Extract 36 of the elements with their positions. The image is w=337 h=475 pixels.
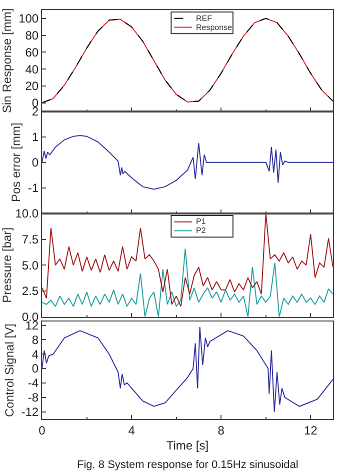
y-tick-label: 2.5 — [22, 284, 39, 298]
y-tick-label: 0 — [32, 362, 39, 376]
y-axis-title: Pos error [mm] — [9, 122, 24, 202]
y-tick-label: 4 — [32, 347, 39, 362]
x-tick-label: 4 — [128, 423, 136, 438]
y-tick-label: 0 — [32, 156, 39, 170]
y-tick-label: 60 — [25, 45, 39, 60]
y-tick-label: 5.0 — [22, 258, 39, 272]
line-series — [42, 248, 333, 317]
legend-label: P1 — [196, 217, 206, 226]
legend-label: P2 — [196, 226, 206, 235]
legend-label: Response — [196, 23, 233, 32]
y-tick-label: -4 — [28, 376, 39, 390]
caption: Fig. 8 System response for 0.15Hz sinusoidal — [77, 459, 298, 471]
line-series — [42, 18, 333, 104]
y-axis-title: Pressure [bar] — [0, 227, 14, 303]
y-tick-label: 10.0 — [15, 206, 39, 221]
y-tick-label: 80 — [25, 28, 39, 43]
line-series — [42, 135, 333, 190]
y-axis-title: Sin Response [mm] — [0, 8, 14, 113]
y-tick-label: -1 — [28, 181, 39, 196]
y-tick-label: 20 — [25, 79, 39, 94]
y-tick-label: 7.5 — [22, 232, 39, 247]
y-tick-label: 40 — [25, 62, 39, 76]
x-tick-label: 8 — [218, 423, 225, 438]
line-series — [42, 214, 333, 307]
y-axis-title: Control Signal [V] — [2, 324, 17, 418]
x-axis-title: Time [s] — [166, 438, 209, 452]
y-tick-label: 8 — [32, 332, 39, 347]
y-tick-label: 1 — [32, 130, 39, 144]
legend-label: REF — [196, 14, 212, 23]
y-tick-label: -12 — [21, 404, 39, 419]
y-tick-label: 100 — [18, 12, 39, 26]
y-tick-label: -8 — [28, 390, 39, 405]
x-tick-label: 12 — [304, 423, 318, 438]
line-series — [42, 326, 333, 412]
